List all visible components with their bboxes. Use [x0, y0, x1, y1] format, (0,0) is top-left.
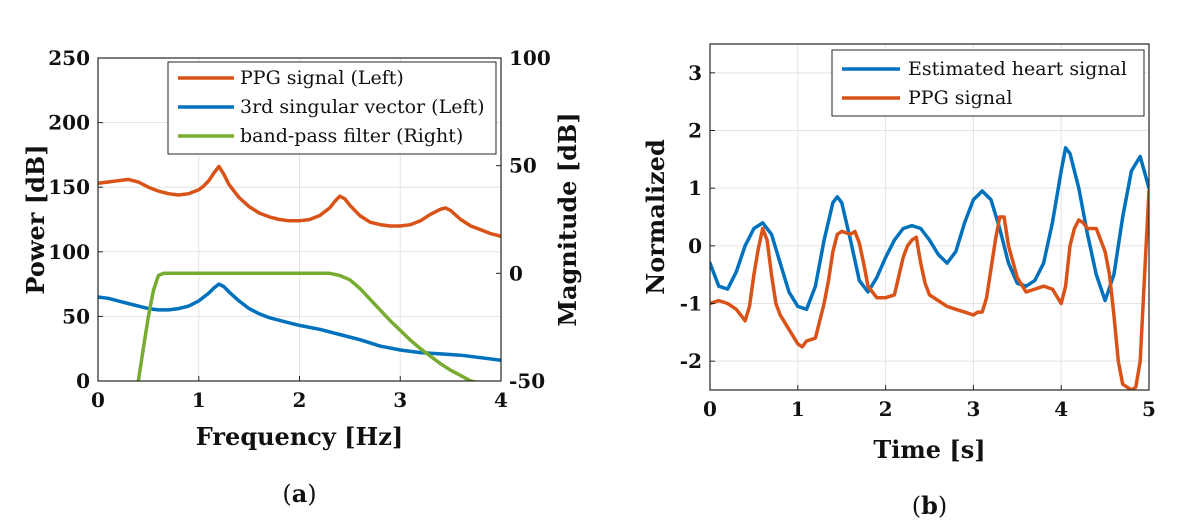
- panel-b-axes-box: [709, 43, 1150, 391]
- x-tick-label: 3: [966, 397, 980, 421]
- y-tick-label: 0: [688, 234, 702, 258]
- series-line-estimated-heart-signal: [710, 146, 1149, 312]
- x-tick-label: 2: [879, 397, 893, 421]
- a-series-group: [98, 164, 501, 381]
- series-line-ppg-signal-left: [98, 164, 501, 239]
- y-tick-label: 200: [48, 111, 90, 135]
- series-line-band-pass-filter-right: [136, 271, 479, 381]
- x-tick-label: 3: [393, 388, 407, 412]
- panel-b-ticks: 0 1 2 3 4 5 -2 -1 0 1 2 3: [680, 61, 1156, 421]
- x-tick-label: 1: [791, 397, 805, 421]
- right-y-tick-label: -50: [509, 369, 545, 393]
- panel-a-left-y-axis-label: Power [dB]: [21, 144, 50, 294]
- panel-a-caption-letter: a: [292, 479, 308, 508]
- y-tick-label: 100: [48, 240, 90, 264]
- panel-b-caption: (b): [912, 491, 948, 520]
- y-tick-label: -1: [680, 292, 702, 316]
- panel-a-right-y-axis-label: Magnitude [dB]: [553, 112, 582, 326]
- x-tick-label: 0: [91, 388, 105, 412]
- y-tick-label: 150: [48, 175, 90, 199]
- legend-label-ppg-left: PPG signal (Left): [240, 67, 404, 89]
- y-tick-label: 50: [62, 304, 90, 328]
- x-tick-label: 4: [1054, 397, 1068, 421]
- panel-a-caption: (a): [282, 479, 316, 508]
- right-y-tick-label: 0: [509, 261, 523, 285]
- y-tick-label: 3: [688, 61, 702, 85]
- panel-a-x-axis-label: Frequency [Hz]: [196, 422, 403, 451]
- x-tick-label: 5: [1142, 397, 1156, 421]
- series-line-ppg-signal: [710, 189, 1149, 390]
- legend-label-ppg: PPG signal: [908, 87, 1012, 109]
- x-tick-label: 1: [192, 388, 206, 412]
- x-tick-label: 4: [494, 388, 508, 412]
- panel-b-legend: Estimated heart signal PPG signal: [831, 49, 1145, 117]
- panel-a-ticks: 0 1 2 3 4 0 50 100 150 200 250 -50 0 50 100: [48, 46, 551, 412]
- y-tick-label: 250: [48, 46, 90, 70]
- y-tick-label: 1: [688, 176, 702, 200]
- x-tick-label: 0: [703, 397, 717, 421]
- panel-a-lines: [98, 164, 501, 381]
- y-tick-label: 0: [76, 369, 90, 393]
- panel-b-legend-box: [831, 49, 1145, 117]
- legend-label-band-pass: band-pass filter (Right): [240, 125, 463, 147]
- panel-b-x-axis-label: Time [s]: [873, 435, 985, 464]
- panel-b-caption-letter: b: [921, 491, 938, 520]
- panel-b: 0 1 2 3 4 5 -2 -1 0 1 2 3 Estimated heart signal PP…: [641, 43, 1156, 520]
- series-line-3rd-singular-vector-left: [98, 282, 501, 363]
- legend-label-singular-vector: 3rd singular vector (Left): [240, 96, 485, 118]
- right-y-tick-label: 50: [509, 154, 537, 178]
- b-series-group: [710, 146, 1149, 390]
- panel-b-y-axis-label: Normalized: [641, 139, 670, 295]
- panel-b-lines: [710, 146, 1149, 390]
- right-y-tick-label: 100: [509, 46, 551, 70]
- panel-a-legend: PPG signal (Left) 3rd singular vector (L…: [167, 61, 497, 155]
- y-tick-label: -2: [680, 349, 702, 373]
- legend-label-estimated-heart: Estimated heart signal: [908, 58, 1127, 80]
- panel-a: 0 1 2 3 4 0 50 100 150 200 250 -50 0 50 100 PPG signal…: [21, 46, 582, 508]
- y-tick-label: 2: [688, 119, 702, 143]
- x-tick-label: 2: [293, 388, 307, 412]
